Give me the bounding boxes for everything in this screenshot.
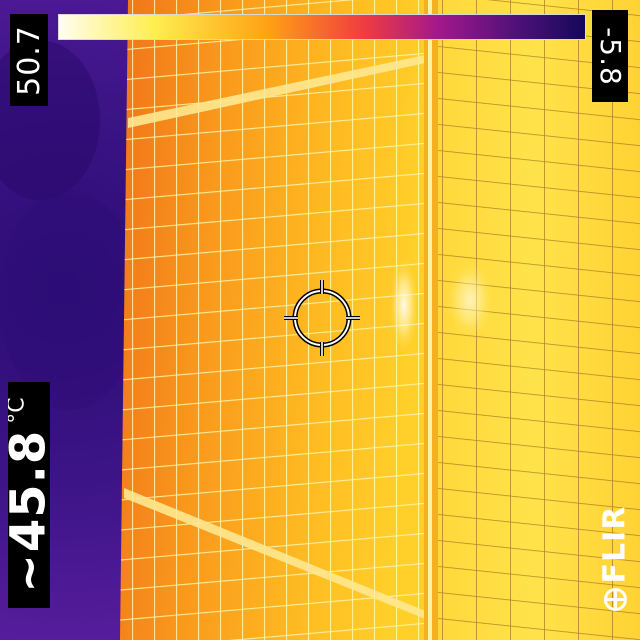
spot-temperature-readout: ~ 45.8 °C: [8, 382, 50, 608]
flir-logo: FLIR: [597, 488, 633, 628]
color-palette-bar: [58, 14, 586, 40]
spot-temperature-value: 45.8: [8, 429, 50, 553]
scale-min-label: -5.8: [592, 10, 628, 102]
flir-logo-text: FLIR: [597, 505, 633, 583]
spotmeter-crosshair-icon: [284, 280, 360, 356]
flir-logo-icon: [603, 587, 627, 611]
spot-approx-symbol: ~: [8, 554, 50, 593]
scale-max-label: 50.7: [10, 14, 48, 106]
scale-max-value: 50.7: [11, 24, 47, 96]
scale-min-value: -5.8: [593, 26, 627, 86]
spot-temperature-unit: °C: [8, 397, 31, 424]
